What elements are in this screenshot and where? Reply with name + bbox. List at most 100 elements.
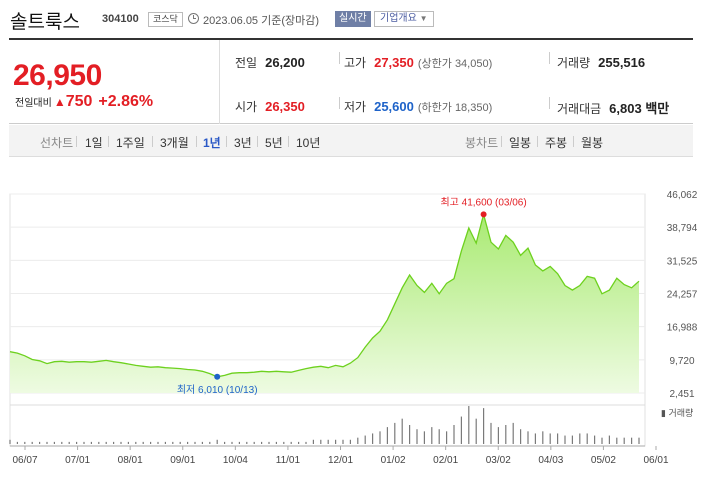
volume-bar — [520, 429, 522, 444]
x-tick-label: 06/01 — [643, 455, 668, 466]
volume-bar — [127, 441, 129, 444]
volume-value: 255,516 — [598, 55, 646, 70]
stock-code: 304100 — [102, 13, 139, 25]
divider — [549, 52, 550, 64]
y-tick-label: 2,451 — [669, 389, 694, 400]
divider — [339, 52, 340, 64]
volume-bar — [283, 441, 285, 444]
volume-bar — [423, 431, 425, 444]
lower-limit: (하한가 18,350) — [417, 102, 493, 114]
volume-bar — [401, 418, 403, 444]
stock-name: 솔트룩스 — [10, 12, 80, 33]
trade-amount: 거래대금 6,803 백만 — [557, 98, 669, 117]
x-tick-label: 01/02 — [381, 455, 406, 466]
volume-bar — [549, 433, 551, 444]
divider — [501, 136, 502, 147]
change-percent: +2.86% — [98, 93, 154, 110]
volume-bar — [320, 439, 322, 444]
low-marker — [214, 373, 221, 380]
volume-bar — [172, 441, 174, 444]
y-tick-label: 31,525 — [667, 256, 698, 267]
volume-bar — [468, 406, 470, 444]
x-tick-label: 09/01 — [170, 455, 195, 466]
tab-3month[interactable]: 3개월 — [160, 136, 189, 150]
y-tick-label: 9,720 — [669, 356, 694, 367]
candle-chart-label: 봉차트 — [465, 136, 499, 150]
volume-bar — [438, 429, 440, 444]
tab-10year[interactable]: 10년 — [296, 136, 321, 150]
open-label: 시가 — [235, 100, 258, 114]
volume-bar — [39, 441, 41, 444]
volume-bar — [594, 435, 596, 444]
volume-bar — [446, 431, 448, 444]
volume-bar — [512, 422, 514, 444]
x-tick-label: 10/04 — [223, 455, 248, 466]
volume-bar — [505, 425, 507, 444]
x-tick-label: 03/02 — [486, 455, 511, 466]
volume-bar — [290, 441, 292, 444]
x-tick-label: 02/01 — [433, 455, 458, 466]
divider — [573, 136, 574, 147]
volume-bar — [31, 441, 33, 444]
volume-bar — [364, 435, 366, 444]
volume-bar — [201, 441, 203, 444]
price-summary: 26,950 전일대비 ▲750 +2.86% 전일 26,200 고가 27,350(… — [9, 38, 693, 124]
volume-bar — [527, 431, 529, 444]
volume-bar — [379, 431, 381, 444]
divider — [76, 136, 77, 147]
prev-close: 전일 26,200 — [235, 54, 305, 71]
x-tick-label: 08/01 — [118, 455, 143, 466]
x-tick-label: 04/03 — [538, 455, 563, 466]
tab-3year[interactable]: 3년 — [234, 136, 252, 150]
volume-bar — [460, 416, 462, 444]
volume-bar — [601, 437, 603, 444]
volume-bar — [179, 441, 181, 444]
volume-bar — [113, 441, 115, 444]
volume-bar — [534, 433, 536, 444]
x-axis: 06/07 07/01 08/01 09/01 10/04 11/01 12/01 01/02… — [10, 445, 669, 466]
divider — [219, 40, 220, 124]
high-label: 고가 — [344, 56, 367, 70]
change-row: 전일대비 ▲750 +2.86% — [15, 93, 153, 111]
tab-weekly[interactable]: 주봉 — [545, 136, 568, 150]
divider — [196, 136, 197, 147]
x-tick-label: 05/02 — [591, 455, 616, 466]
high-value: 27,350 — [374, 55, 414, 70]
extreme-markers: 최고 41,600 (03/06) 최저 6,010 (10/13) — [177, 196, 527, 395]
y-tick-label: 24,257 — [667, 289, 698, 300]
prev-close-label: 전일 — [235, 56, 258, 70]
low-annotation: 최저 6,010 (10/13) — [177, 384, 258, 396]
volume-bar — [357, 437, 359, 444]
divider — [152, 136, 153, 147]
high-price: 고가 27,350 (상한가 34,050) — [344, 54, 492, 71]
company-info-dropdown[interactable]: 기업개요 ▼ — [374, 11, 434, 27]
amount-label: 거래대금 — [557, 102, 602, 116]
volume-bar — [497, 427, 499, 444]
volume-bars: ▮ 거래량 — [9, 406, 693, 444]
up-triangle-icon: ▲ — [53, 95, 66, 109]
tab-1day[interactable]: 1일 — [85, 136, 103, 150]
volume-label: 거래량 — [557, 56, 591, 70]
volume-bar — [483, 408, 485, 444]
tab-1year[interactable]: 1년 — [203, 136, 221, 150]
change-value: 750 — [65, 93, 93, 110]
tab-monthly[interactable]: 월봉 — [581, 136, 604, 150]
volume-bar — [490, 422, 492, 444]
tab-1week[interactable]: 1주일 — [116, 136, 145, 150]
volume-bar — [305, 441, 307, 444]
y-tick-label: 38,794 — [667, 223, 698, 234]
volume-bar — [142, 441, 144, 444]
high-annotation: 최고 41,600 (03/06) — [440, 196, 526, 208]
x-tick-label: 12/01 — [328, 455, 353, 466]
volume-bar — [312, 439, 314, 444]
volume-bar — [638, 437, 640, 444]
divider — [339, 97, 340, 109]
volume-bar — [327, 439, 329, 444]
tab-5year[interactable]: 5년 — [265, 136, 283, 150]
volume-bar — [268, 441, 270, 444]
volume-bar — [83, 441, 85, 444]
x-tick-label: 06/07 — [12, 455, 37, 466]
change-label: 전일대비 — [15, 98, 52, 109]
tab-daily[interactable]: 일봉 — [509, 136, 532, 150]
realtime-button[interactable]: 실시간 — [335, 11, 371, 27]
